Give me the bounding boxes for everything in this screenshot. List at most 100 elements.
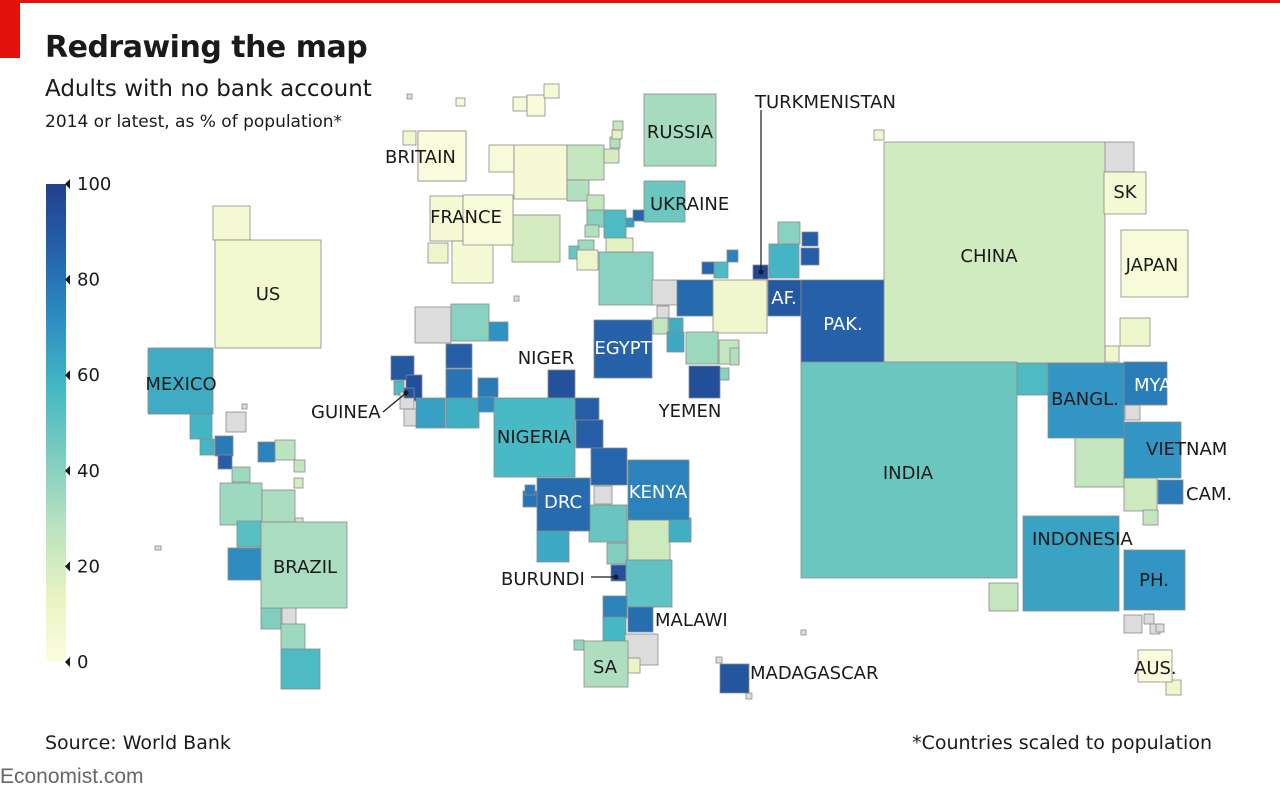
country-cell [227, 547, 262, 581]
country-cell [602, 616, 627, 642]
country-cell [988, 582, 1019, 612]
country-cell [627, 657, 641, 674]
legend-tick-label: 20 [77, 556, 100, 577]
country-label-yemen: YEMEN [658, 401, 722, 422]
country-cell-burundi [610, 564, 627, 582]
country-cell [676, 279, 714, 317]
labeled-countries [147, 93, 1189, 694]
legend-tick-label: 100 [77, 174, 111, 195]
country-cell [274, 439, 296, 461]
country-cell [586, 209, 605, 228]
country-cell [575, 419, 604, 449]
leader-dot-guinea [403, 390, 409, 396]
country-cell-south-africa [583, 640, 629, 688]
country-cell [625, 217, 635, 228]
country-cell-egypt [593, 319, 653, 379]
country-cell [588, 504, 628, 543]
country-cell-no-data [513, 295, 520, 302]
country-cell [668, 517, 692, 543]
country-cell [219, 482, 263, 526]
country-cell [574, 397, 600, 421]
country-label-australia: AUS. [1134, 658, 1177, 679]
country-label-south-korea: SK [1113, 182, 1137, 203]
country-cell [293, 477, 304, 489]
country-cell [713, 261, 729, 279]
country-cell-no-data [745, 692, 753, 700]
country-cell [632, 209, 646, 222]
country-label-pakistan: PAK. [823, 314, 863, 335]
country-cell [455, 97, 466, 107]
chart-subnote: 2014 or latest, as % of population* [45, 112, 343, 132]
country-label-russia: RUSSIA [647, 122, 714, 143]
country-cell-pakistan [800, 279, 885, 363]
country-cell [603, 209, 627, 239]
country-label-cambodia: CAM. [1186, 484, 1232, 505]
country-cell [261, 489, 296, 523]
country-cell [526, 94, 546, 117]
country-cell [605, 237, 634, 253]
country-label-burundi: BURUNDI [501, 569, 585, 590]
country-cell [390, 355, 415, 381]
country-cell [685, 331, 719, 365]
legend-tick-label: 60 [77, 365, 100, 386]
country-cell-afghanistan [767, 279, 802, 317]
country-cell [668, 317, 684, 333]
unlabeled-countries [154, 83, 1182, 700]
country-cell [800, 247, 820, 266]
country-cell-britain [417, 130, 467, 182]
country-cell-no-data [225, 411, 247, 433]
legend-tick-marker [65, 657, 70, 667]
country-label-japan: JAPAN [1125, 255, 1179, 276]
country-cell-cambodia [1157, 479, 1184, 505]
country-cell-brazil [260, 521, 348, 609]
country-cell [199, 438, 215, 456]
country-cell-no-data [1124, 404, 1141, 421]
country-cell [214, 435, 234, 457]
country-cell [726, 249, 739, 263]
country-cell-madagascar [719, 663, 750, 694]
country-cell [429, 195, 464, 242]
country-cell-yemen [688, 365, 721, 399]
country-cell-no-data [1155, 623, 1165, 633]
country-label-kenya: KENYA [629, 482, 688, 503]
country-cell [257, 441, 276, 463]
country-cell-no-data [1123, 614, 1143, 634]
country-cell-kenya [627, 459, 690, 521]
country-cell-ukraine [643, 180, 686, 223]
country-cell [280, 623, 306, 650]
country-labels: US MEXICO BRAZIL BRITAIN FRANCE RUSSIA UKRAINE… [145, 92, 1232, 684]
country-cell [1123, 477, 1158, 512]
legend-color-bar [46, 184, 66, 662]
country-label-bangladesh: BANGL. [1051, 389, 1119, 410]
country-cell-nigeria [493, 397, 576, 478]
country-cell [543, 83, 560, 99]
country-cell-us [214, 239, 322, 349]
country-cell [445, 397, 480, 429]
country-label-britain: BRITAIN [385, 147, 456, 168]
country-cell-no-data [656, 305, 670, 319]
country-cell-niger [547, 369, 576, 399]
country-cell-indonesia [1022, 515, 1120, 612]
legend-tick-marker [65, 465, 70, 476]
legend-tick-marker [65, 274, 70, 285]
country-cell [573, 639, 585, 651]
chart-subtitle: Adults with no bank account [45, 76, 372, 102]
country-cell [402, 130, 417, 146]
country-cell-no-data [241, 403, 248, 410]
country-cell [1165, 679, 1182, 696]
country-cell [873, 129, 885, 141]
red-tab [0, 0, 20, 58]
country-cell [231, 466, 251, 483]
country-label-us: US [256, 284, 281, 305]
country-cell-no-data [154, 545, 162, 551]
country-cell [768, 243, 800, 279]
country-cell [1016, 361, 1049, 396]
legend-tick-label: 40 [77, 461, 100, 482]
country-cell [801, 231, 819, 247]
chart-title: Redrawing the map [45, 30, 368, 65]
country-cell-no-data [414, 306, 452, 344]
country-cell [427, 242, 449, 264]
color-legend: 100 80 60 40 20 0 [46, 174, 111, 673]
country-cell [445, 368, 473, 400]
country-cell [524, 484, 536, 496]
